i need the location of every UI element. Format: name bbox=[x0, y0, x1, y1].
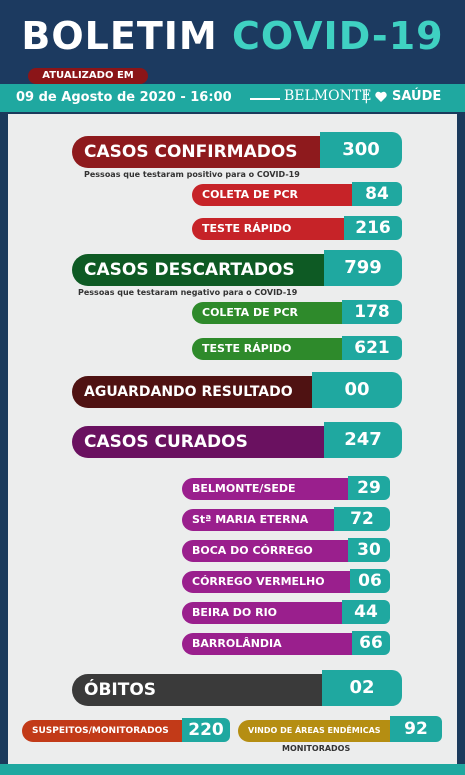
location-label: BOCA DO CÓRREGO bbox=[182, 540, 348, 562]
confirmed-rapid-value: 216 bbox=[344, 216, 402, 240]
discarded-rapid-value: 621 bbox=[342, 336, 402, 360]
update-date: 09 de Agosto de 2020 - 16:00 bbox=[16, 90, 232, 105]
location-label: BEIRA DO RIO bbox=[182, 602, 342, 624]
deaths-label: ÓBITOS bbox=[72, 674, 322, 706]
belmonte-logo: BELMONTE bbox=[284, 88, 372, 104]
confirmed-label: CASOS CONFIRMADOS bbox=[72, 136, 320, 168]
location-label: BARROLÂNDIA bbox=[182, 633, 352, 655]
cured-value: 247 bbox=[324, 422, 402, 458]
page-title: BOLETIM COVID-19 bbox=[0, 12, 465, 60]
divider-line bbox=[250, 98, 280, 100]
confirmed-rapid-label: TESTE RÁPIDO bbox=[192, 218, 344, 240]
logo-separator: | bbox=[364, 88, 369, 104]
discarded-value: 799 bbox=[324, 250, 402, 286]
suspects-value: 220 bbox=[182, 718, 230, 742]
bottom-band bbox=[0, 764, 465, 775]
location-label: Stª MARIA ETERNA bbox=[182, 509, 334, 531]
location-value: 29 bbox=[348, 476, 390, 500]
date-bar: 09 de Agosto de 2020 - 16:00 BELMONTE | … bbox=[0, 84, 465, 112]
awaiting-value: 00 bbox=[312, 372, 402, 408]
location-label: CÓRREGO VERMELHO bbox=[182, 571, 350, 593]
location-value: 72 bbox=[334, 507, 390, 531]
confirmed-value: 300 bbox=[320, 132, 402, 168]
discarded-pcr-value: 178 bbox=[342, 300, 402, 324]
location-value: 44 bbox=[342, 600, 390, 624]
endemic-value: 92 bbox=[390, 716, 442, 742]
title-colored: COVID-19 bbox=[231, 14, 444, 58]
updated-label: ATUALIZADO EM bbox=[28, 68, 148, 84]
discarded-pcr-label: COLETA DE PCR bbox=[192, 302, 342, 324]
confirmed-pcr-value: 84 bbox=[352, 182, 402, 206]
discarded-label: CASOS DESCARTADOS bbox=[72, 254, 324, 286]
heart-icon bbox=[375, 91, 387, 102]
cured-label: CASOS CURADOS bbox=[72, 426, 324, 458]
confirmed-note: Pessoas que testaram positivo para o COV… bbox=[84, 170, 300, 179]
location-value: 06 bbox=[350, 569, 390, 593]
deaths-value: 02 bbox=[322, 670, 402, 706]
discarded-note: Pessoas que testaram negativo para o COV… bbox=[78, 288, 298, 297]
header: BOLETIM COVID-19 ATUALIZADO EM 09 de Ago… bbox=[0, 0, 465, 112]
confirmed-pcr-label: COLETA DE PCR bbox=[192, 184, 352, 206]
location-label: BELMONTE/SEDE bbox=[182, 478, 348, 500]
saude-logo: SAÚDE bbox=[392, 89, 442, 104]
discarded-rapid-label: TESTE RÁPIDO bbox=[192, 338, 342, 360]
location-value: 66 bbox=[352, 631, 390, 655]
endemic-label: VINDO DE ÁREAS ENDÊMICAS bbox=[238, 720, 390, 742]
location-value: 30 bbox=[348, 538, 390, 562]
title-white: BOLETIM bbox=[21, 14, 218, 58]
awaiting-label: AGUARDANDO RESULTADO bbox=[72, 376, 312, 408]
endemic-sublabel: MONITORADOS bbox=[282, 744, 351, 753]
suspects-label: SUSPEITOS/MONITORADOS bbox=[22, 720, 182, 742]
